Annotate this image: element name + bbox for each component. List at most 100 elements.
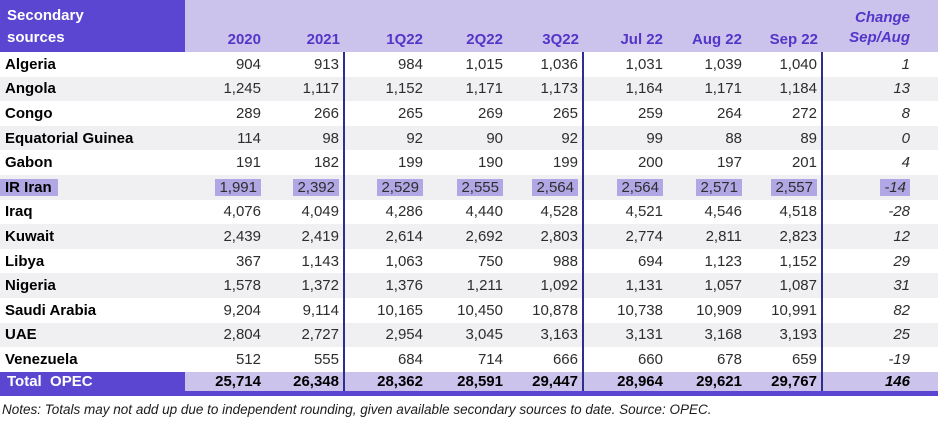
change-cell: 8: [901, 104, 910, 122]
value-cell: 913: [265, 52, 345, 77]
value-cell: 750: [477, 252, 503, 270]
value-cell: 98: [265, 125, 345, 151]
value-cell: 2,614: [385, 227, 423, 245]
total-value-cell: 28,362: [344, 371, 427, 397]
total-change-cell: 146: [822, 371, 938, 397]
value-cell: 10,909: [696, 301, 742, 319]
value-cell: 289: [235, 104, 261, 122]
value-cell: 1,040: [746, 52, 823, 77]
value-cell: 3,131: [625, 326, 663, 344]
value-cell: 2,571: [667, 175, 746, 200]
change-header-line1: Change: [854, 9, 910, 26]
total-label: Total OPEC: [0, 371, 185, 397]
value-cell: 3,163: [507, 322, 584, 348]
value-cell: 1,152: [746, 248, 823, 274]
total-value-cell: 28,591: [427, 371, 507, 397]
country-label: Angola: [5, 80, 56, 98]
value-cell: 2,811: [705, 227, 742, 245]
table-row: Congo 289 266 265 269 265 259 264 272 8: [0, 101, 938, 126]
value-cell: 1,015: [465, 55, 503, 73]
change-cell: 13: [893, 80, 910, 98]
value-cell: 4,440: [465, 203, 503, 221]
country-label: UAE: [5, 326, 37, 344]
value-cell: 984: [397, 55, 423, 73]
value-cell: 1,184: [746, 76, 823, 102]
total-value-cell: 26,348: [265, 371, 345, 397]
country-label: Iraq: [5, 203, 33, 221]
value-cell: 1,087: [746, 273, 823, 298]
value-cell: 2,564: [583, 175, 667, 200]
col-header-aug22: Aug 22: [667, 0, 746, 52]
col-header-sep22: Sep 22: [746, 0, 822, 52]
value-cell: 2,439: [223, 227, 261, 245]
value-cell: 90: [486, 129, 503, 147]
table-row: Saudi Arabia 9,204 9,114 10,165 10,450 10,878…: [0, 297, 938, 323]
value-cell: 2,564: [507, 174, 584, 200]
notes-text: Notes: Totals may not add up due to inde…: [2, 402, 712, 418]
total-value-cell: 29,767: [746, 371, 823, 397]
change-cell: 12: [893, 227, 910, 245]
table-row: Equatorial Guinea 114 98 92 90 92 99 88 89 0: [0, 125, 938, 151]
country-label: Nigeria: [5, 277, 56, 295]
value-cell: 1,143: [265, 248, 345, 274]
col-header-2021: 2021: [265, 0, 344, 52]
value-cell: 266: [265, 101, 345, 126]
value-cell: 684: [397, 350, 423, 368]
value-cell: 1,991: [185, 175, 265, 200]
value-cell: 3,193: [746, 322, 823, 348]
country-label: Equatorial Guinea: [5, 129, 134, 147]
value-cell: 1,372: [265, 273, 345, 298]
col-header-2q22: 2Q22: [427, 0, 507, 52]
country-label: Kuwait: [5, 227, 55, 245]
value-cell: 659: [746, 347, 823, 372]
change-cell: -19: [888, 350, 910, 368]
value-cell: 555: [265, 347, 345, 372]
col-header-2020: 2020: [185, 0, 265, 52]
value-cell: 4,528: [507, 199, 584, 225]
value-cell: 1,171: [465, 80, 503, 98]
value-cell: 904: [235, 55, 261, 73]
value-cell: 678: [716, 350, 742, 368]
change-cell: 4: [901, 154, 910, 172]
table-body: Algeria 904 913 984 1,015 1,036 1,031 1,039 1,04…: [0, 52, 938, 372]
country-label: Venezuela: [5, 350, 78, 368]
value-cell: 3,168: [704, 326, 742, 344]
value-cell: 1,057: [704, 277, 742, 295]
value-cell: 2,954: [385, 326, 423, 344]
value-cell: 1,152: [385, 80, 423, 98]
value-cell: 89: [746, 125, 823, 151]
production-table: Secondary sources 2020 2021 1Q22 2Q22 3Q…: [0, 0, 938, 397]
value-cell: 1,376: [385, 277, 423, 295]
value-cell: 269: [477, 104, 503, 122]
value-cell: 660: [637, 350, 663, 368]
value-cell: 92: [406, 129, 423, 147]
country-label: Saudi Arabia: [5, 301, 97, 319]
table-row: Iraq 4,076 4,049 4,286 4,440 4,528 4,521 4,546 4…: [0, 199, 938, 225]
value-cell: 1,123: [704, 252, 742, 270]
corner-header-line2: sources: [7, 29, 65, 46]
change-cell: 31: [893, 277, 910, 295]
value-cell: 4,286: [385, 203, 423, 221]
value-cell: 4,076: [223, 203, 261, 221]
table-row: Nigeria 1,578 1,372 1,376 1,211 1,092 1,131 1,0…: [0, 273, 938, 298]
country-label: Congo: [5, 104, 53, 122]
value-cell: 367: [235, 252, 261, 270]
value-cell: 2,529: [344, 175, 427, 200]
change-cell: 25: [893, 326, 910, 344]
value-cell: 272: [746, 101, 823, 126]
value-cell: 1,031: [625, 55, 663, 73]
table-row: Kuwait 2,439 2,419 2,614 2,692 2,803 2,774 2,81…: [0, 224, 938, 249]
value-cell: 199: [507, 150, 584, 175]
value-cell: 197: [716, 154, 742, 172]
value-cell: 2,774: [625, 227, 663, 245]
value-cell: 714: [477, 350, 503, 368]
value-cell: 694: [637, 252, 663, 270]
value-cell: 666: [507, 347, 584, 372]
value-cell: 1,578: [223, 277, 261, 295]
value-cell: 182: [265, 150, 345, 175]
table-row: Angola 1,245 1,117 1,152 1,171 1,173 1,164 1,17…: [0, 76, 938, 102]
change-header-line2: Sep/Aug: [849, 29, 910, 46]
value-cell: 988: [507, 248, 584, 274]
country-label: Algeria: [5, 55, 56, 73]
value-cell: 2,419: [265, 224, 345, 249]
